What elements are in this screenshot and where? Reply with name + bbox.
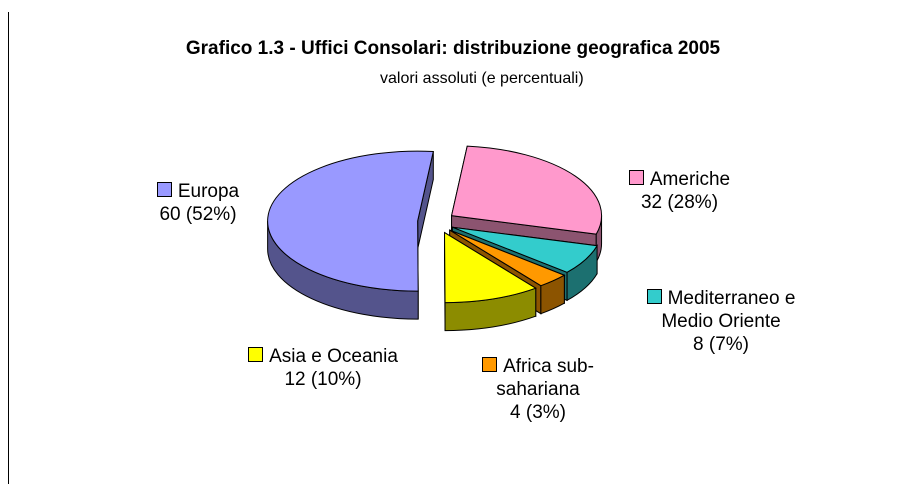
slice xyxy=(444,231,537,304)
slice-label: Asia e Oceania 12 (10%) xyxy=(248,345,398,391)
value-label: 8 (7%) xyxy=(693,334,749,355)
category-label: Asia e Oceania xyxy=(269,346,398,367)
slice xyxy=(267,150,434,292)
legend-swatch xyxy=(482,357,498,372)
value-label: 32 (28%) xyxy=(640,192,719,213)
legend-entry: Americhe xyxy=(612,168,747,191)
category-label: Europa xyxy=(177,181,240,202)
category-label: Africa sub-sahariana xyxy=(496,356,594,400)
value-label: 60 (52%) xyxy=(159,204,237,225)
slice-label: Africa sub-sahariana 4 (3%) xyxy=(468,355,608,424)
slice-label: Europa 60 (52%) xyxy=(128,180,268,226)
category-label: Mediterraneo e Medio Oriente xyxy=(661,288,796,332)
slice-label: Mediterraneo e Medio Oriente 8 (7%) xyxy=(646,287,796,356)
legend-entry: Asia e Oceania xyxy=(248,345,398,368)
slice xyxy=(450,145,603,235)
value-label: 12 (10%) xyxy=(284,369,362,390)
legend-entry: Africa sub-sahariana xyxy=(468,355,608,401)
value-label: 4 (3%) xyxy=(510,402,566,423)
legend-swatch xyxy=(156,182,172,197)
slice-label: Americhe 32 (28%) xyxy=(612,168,747,214)
chart-subtitle: valori assoluti (e percentuali) xyxy=(380,70,584,87)
legend-swatch xyxy=(628,170,644,185)
legend-entry: Europa xyxy=(128,180,268,203)
legend-swatch xyxy=(646,289,662,304)
slice xyxy=(449,229,566,287)
legend-swatch xyxy=(248,347,264,362)
slice xyxy=(452,226,598,273)
chart-title: Grafico 1.3 - Uffici Consolari: distribu… xyxy=(185,38,721,59)
legend-entry: Mediterraneo e Medio Oriente xyxy=(646,287,796,333)
category-label: Americhe xyxy=(649,169,731,190)
